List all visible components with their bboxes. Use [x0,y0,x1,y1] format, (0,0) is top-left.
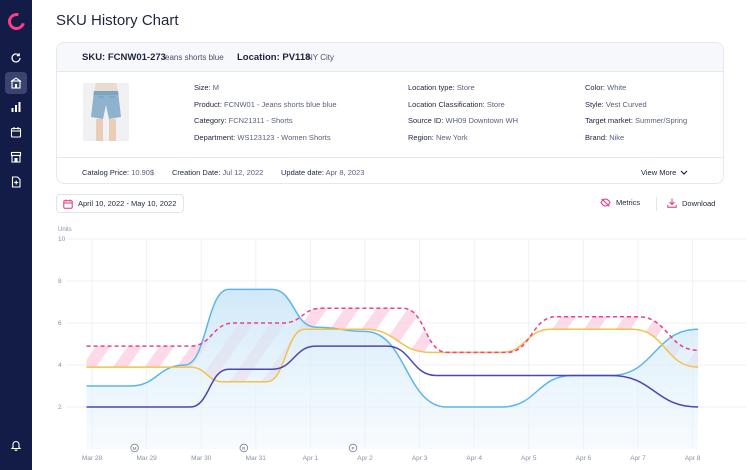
event-marker-circle [239,443,248,453]
sku-card-footer: Catalog Price: 10.90$ Creation Date: Jul… [57,157,723,185]
attr-color: Color: White [585,83,627,92]
bar-chart-icon[interactable] [5,96,27,118]
event-marker-circle [130,443,139,453]
y-tick-label: 8 [58,278,62,285]
brand-logo-icon[interactable] [4,9,29,34]
x-tick-label: Mar 31 [246,455,267,462]
y-tick-label: 4 [58,362,62,369]
attr-target-market: Target market: Summer/Spring [585,116,688,125]
event-marker: M [130,443,139,453]
product-image [83,83,129,141]
series-lines [86,288,699,408]
blue-area-fill [86,289,699,449]
sku-name: Jeans shorts blue [161,53,224,62]
view-more-button[interactable]: View More [641,168,688,177]
x-tick-label: Apr 6 [576,455,592,462]
attr-source-id: Source ID: WH09 Downtown WH [408,116,519,125]
x-tick-label: Apr 7 [630,455,646,462]
x-axis-labels: Mar 28 Mar 29 Mar 30 Mar 31 Apr 1 Apr 2 Apr 3 A… [82,455,701,462]
x-tick-label: Apr 4 [466,455,482,462]
download-label: Download [682,198,716,208]
attr-location-type: Location type: Store [408,83,475,92]
x-tick-label: Apr 2 [357,455,373,462]
attr-product: Product: FCNW01 - Jeans shorts blue blue [194,100,337,109]
date-range-picker[interactable]: April 10, 2022 - May 10, 2022 [56,194,184,213]
sku-history-chart: Units 2 4 6 8 10 M R P Mar 28 Mar 29 Mar 30 Mar 3… [56,222,749,470]
y-axis-unit-label: Units [58,227,72,233]
series-line-yellow [86,328,699,383]
y-tick-label: 10 [58,236,66,243]
attr-brand: Brand: Nike [585,133,625,142]
chart-canvas: Units 2 4 6 8 10 M R P Mar 28 Mar 29 Mar 30 Mar 3… [58,227,746,462]
metrics-label: Metrics [616,198,641,207]
download-button[interactable]: Download [667,198,715,208]
sku-header: SKU: FCNW01-273 Jeans shorts blue Locati… [57,43,723,72]
series-line-purple [86,345,699,408]
view-more-label: View More [641,168,677,177]
attr-department: Department: WS123123 - Women Shorts [194,133,331,142]
sidebar [0,0,32,470]
event-marker-label: R [242,446,246,451]
x-tick-label: Apr 8 [685,455,701,462]
event-marker-label: P [351,446,354,451]
x-tick-label: Mar 28 [82,455,103,462]
attr-size: Size: M [194,83,220,92]
eye-off-icon [600,198,611,207]
add-document-icon[interactable] [5,171,27,193]
toolbar-divider [656,197,657,211]
y-tick-label: 2 [58,404,62,411]
location-city: NY City [307,53,334,62]
sku-details-card: SKU: FCNW01-273 Jeans shorts blue Locati… [56,42,724,184]
x-tick-label: Apr 1 [303,455,319,462]
event-marker: R [239,443,248,453]
calendar-icon [63,199,73,209]
x-tick-label: Mar 29 [136,455,157,462]
attr-style: Style: Vest Curved [585,100,647,109]
store-icon[interactable] [5,72,27,94]
event-marker: P [348,443,358,453]
update-date: Update date: Apr 8, 2023 [281,168,365,177]
refresh-icon[interactable] [5,47,27,69]
location-code: Location: PV118 [237,52,311,63]
sku-code: SKU: FCNW01-273 [82,52,166,63]
y-tick-label: 6 [58,320,62,327]
calendar-icon[interactable] [5,121,27,143]
event-marker-label: M [133,446,137,451]
date-range-label: April 10, 2022 - May 10, 2022 [78,199,177,208]
page-title: SKU History Chart [56,12,179,29]
shop-icon[interactable] [5,146,27,168]
blue-area [86,289,699,449]
metrics-button[interactable]: Metrics [600,198,640,207]
x-tick-label: Apr 5 [521,455,537,462]
x-tick-label: Apr 3 [412,455,428,462]
chevron-down-icon [680,170,688,175]
attr-region: Region: New York [408,133,468,142]
attr-category: Category: FCN21311 - Shorts [194,116,293,125]
bell-icon[interactable] [5,434,27,456]
x-tick-label: Mar 30 [191,455,212,462]
catalog-price: Catalog Price: 10.90$ [82,168,155,177]
attr-location-classification: Location Classification: Store [408,100,505,109]
download-icon [667,198,677,208]
creation-date: Creation Date: Jul 12, 2022 [172,168,264,177]
event-marker-circle [348,443,358,453]
